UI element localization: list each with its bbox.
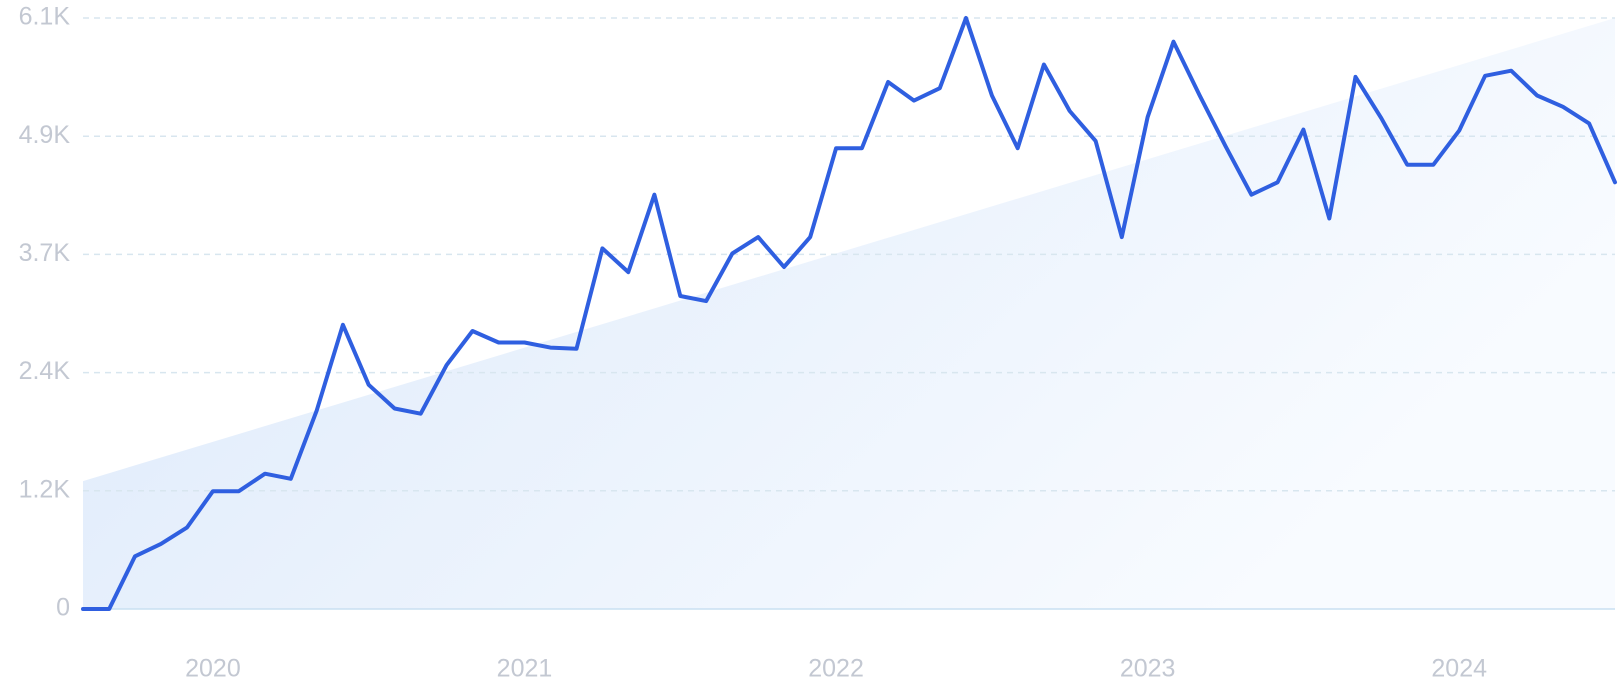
trend-area — [83, 18, 1615, 609]
y-tick-label: 1.2K — [19, 475, 71, 503]
y-tick-label: 2.4K — [19, 357, 71, 385]
line — [81, 16, 1617, 611]
x-tick-label: 2022 — [808, 655, 864, 683]
y-tick-label: 0 — [56, 594, 70, 622]
x-tick-label: 2021 — [497, 655, 553, 683]
y-tick-label: 6.1K — [19, 3, 71, 31]
x-tick-label: 2023 — [1120, 655, 1176, 683]
x-tick-label: 2024 — [1431, 655, 1487, 683]
x-tick-label: 2020 — [185, 655, 241, 683]
y-tick-label: 3.7K — [19, 239, 71, 267]
y-tick-label: 4.9K — [19, 121, 71, 149]
